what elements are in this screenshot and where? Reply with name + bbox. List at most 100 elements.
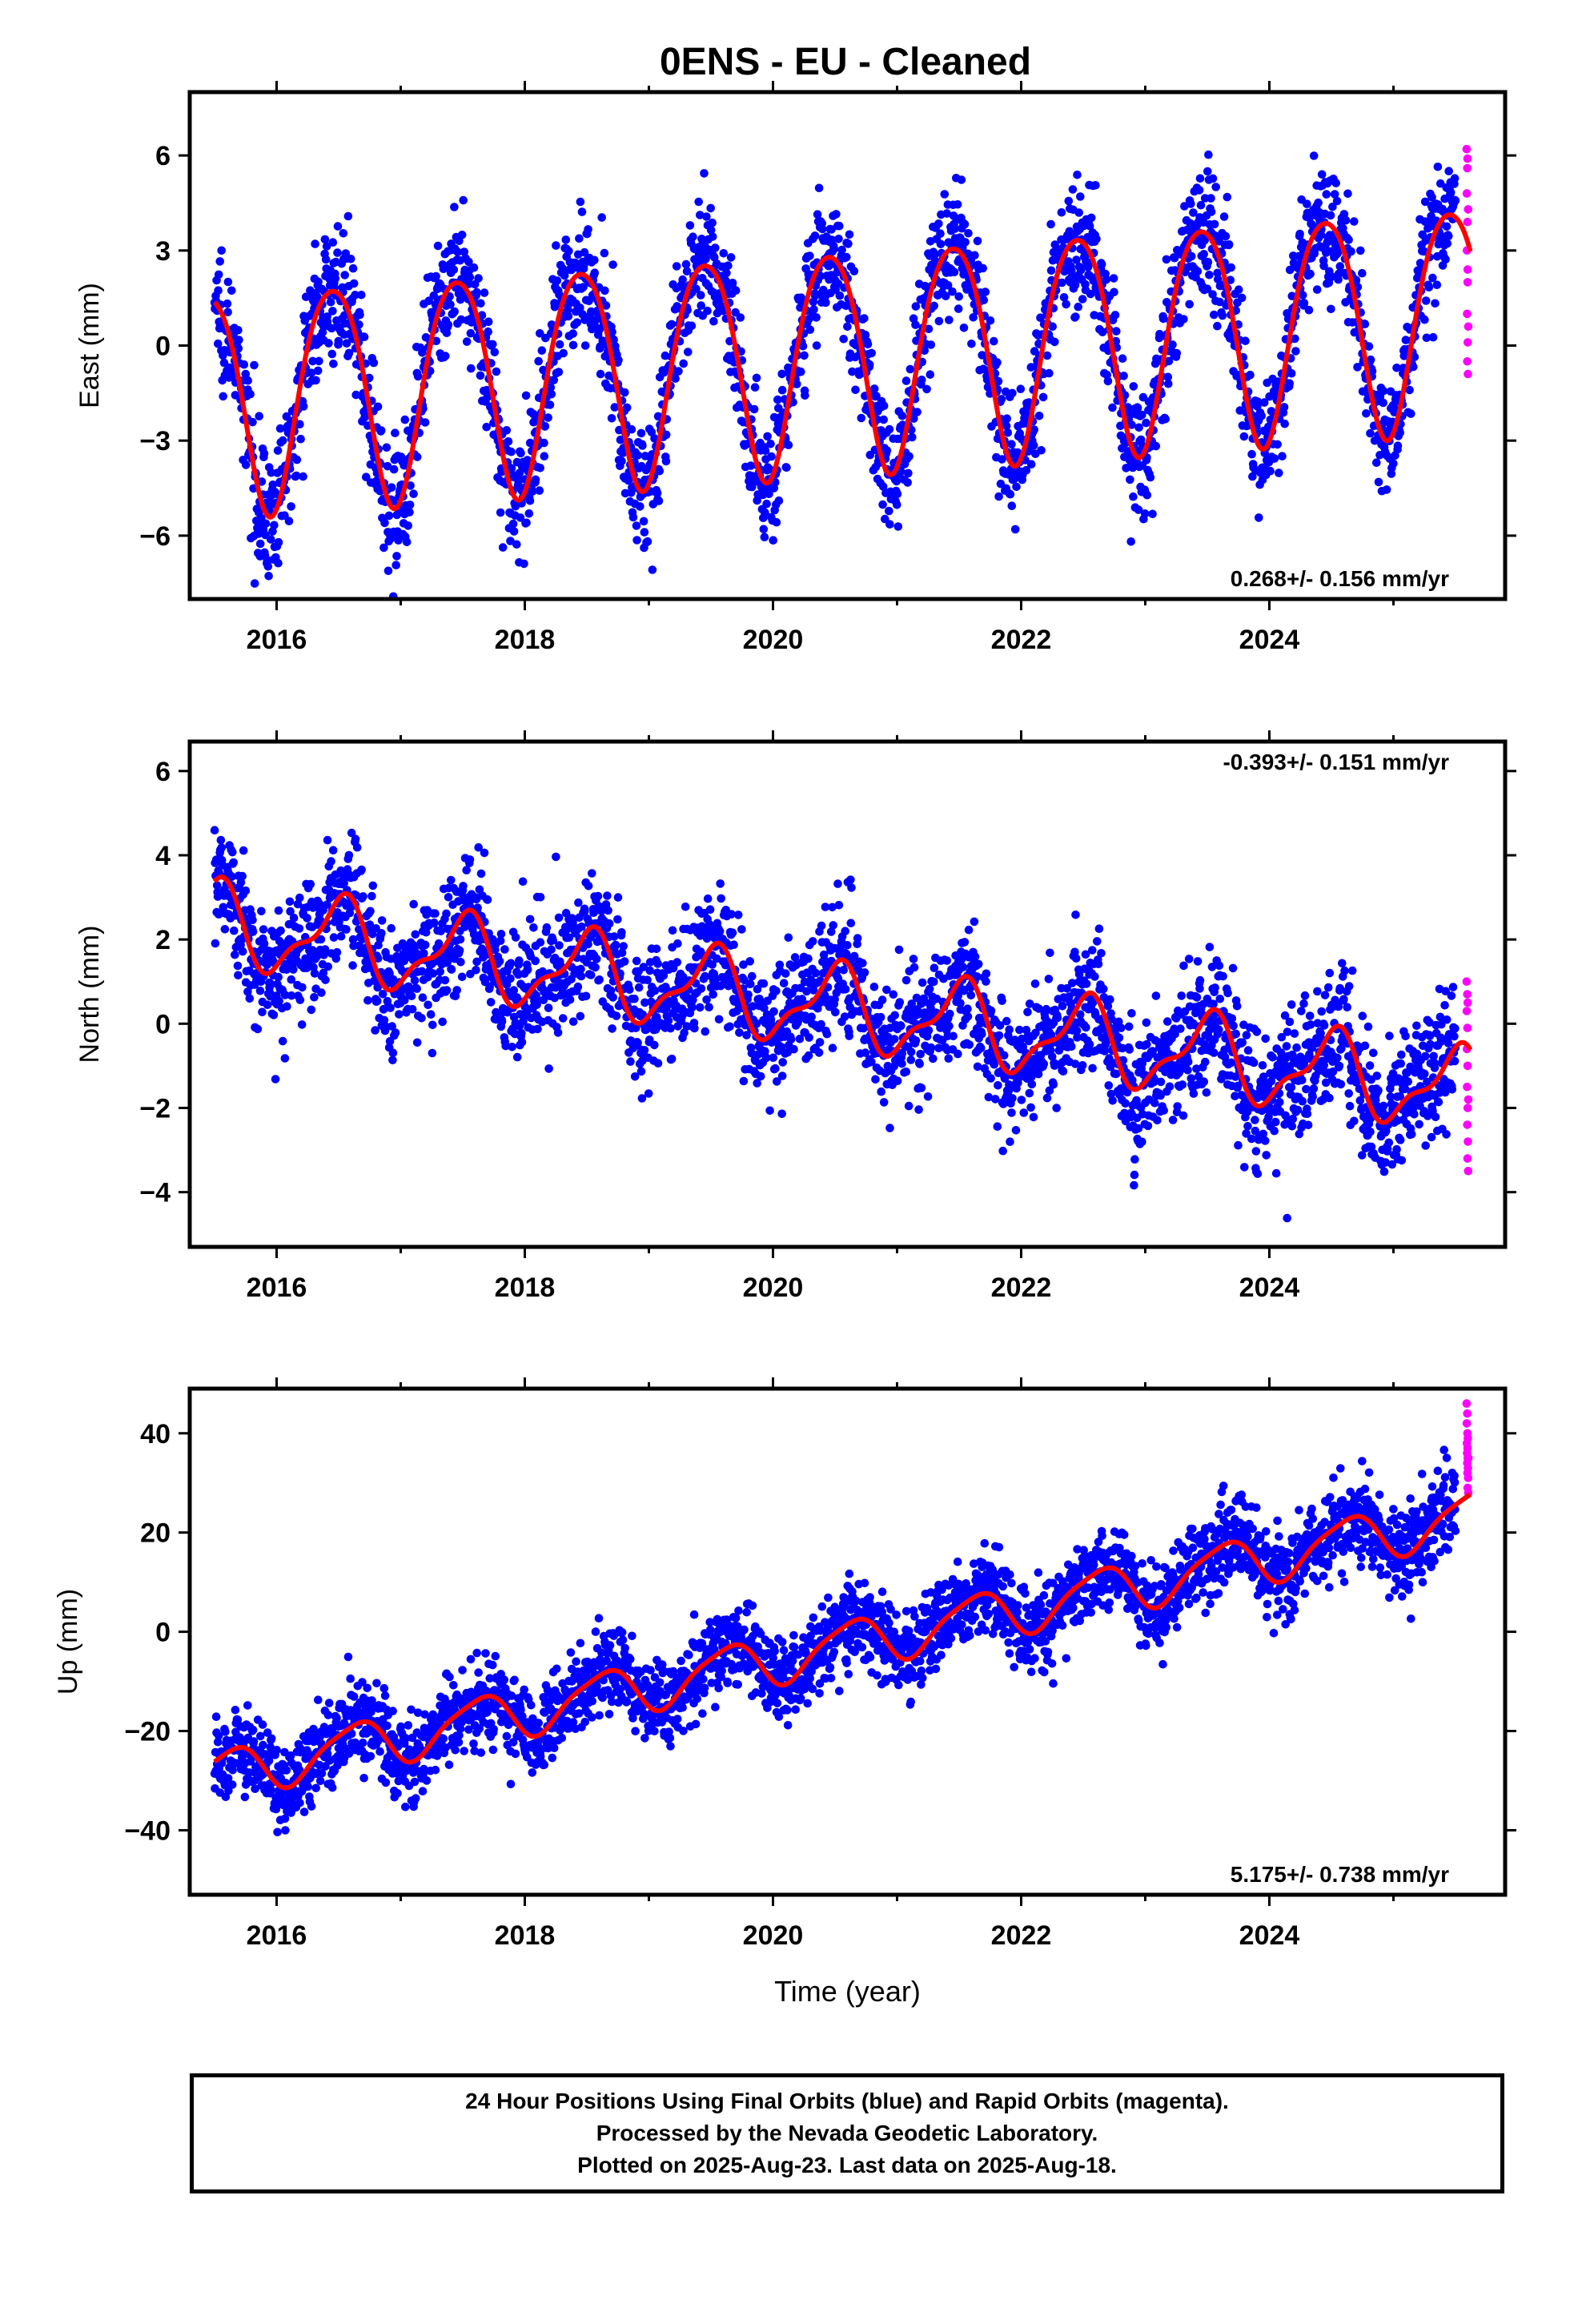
rapid-orbit-point bbox=[1462, 189, 1472, 198]
final-orbit-point bbox=[600, 248, 609, 258]
final-orbit-point bbox=[1420, 315, 1429, 324]
final-orbit-point bbox=[424, 1000, 432, 1010]
final-orbit-point bbox=[531, 475, 540, 485]
points-north bbox=[210, 826, 1473, 1223]
rapid-orbit-point bbox=[1463, 265, 1472, 274]
final-orbit-point bbox=[724, 261, 733, 271]
final-orbit-point bbox=[572, 318, 582, 328]
final-orbit-point bbox=[1433, 163, 1443, 171]
final-orbit-point bbox=[241, 886, 251, 895]
final-orbit-point bbox=[613, 893, 623, 902]
final-orbit-point bbox=[276, 926, 285, 935]
final-orbit-point bbox=[438, 1017, 447, 1027]
final-orbit-point bbox=[449, 265, 459, 275]
final-orbit-point bbox=[901, 1068, 911, 1076]
final-orbit-point bbox=[1164, 379, 1173, 388]
final-orbit-point bbox=[756, 1072, 765, 1081]
final-orbit-point bbox=[245, 994, 255, 1003]
final-orbit-point bbox=[945, 316, 954, 324]
final-orbit-point bbox=[432, 336, 441, 346]
final-orbit-point bbox=[456, 935, 465, 944]
final-orbit-point bbox=[540, 438, 548, 448]
final-orbit-point bbox=[405, 508, 414, 517]
final-orbit-point bbox=[371, 924, 380, 933]
final-orbit-point bbox=[762, 499, 771, 509]
final-orbit-point bbox=[223, 299, 232, 308]
final-orbit-point bbox=[328, 846, 338, 854]
final-orbit-point bbox=[406, 481, 415, 490]
final-orbit-point bbox=[767, 452, 776, 461]
rapid-orbit-point bbox=[1464, 338, 1472, 347]
final-orbit-point bbox=[697, 291, 705, 300]
final-orbit-point bbox=[259, 925, 268, 934]
final-orbit-point bbox=[1450, 174, 1460, 183]
final-orbit-point bbox=[211, 939, 220, 948]
final-orbit-point bbox=[593, 891, 603, 901]
final-orbit-point bbox=[936, 229, 945, 239]
final-orbit-point bbox=[889, 990, 898, 999]
final-orbit-point bbox=[1389, 459, 1398, 468]
final-orbit-point bbox=[373, 954, 383, 963]
final-orbit-point bbox=[639, 517, 648, 526]
final-orbit-point bbox=[959, 324, 969, 332]
x-tick-label: 2024 bbox=[1239, 625, 1300, 655]
final-orbit-point bbox=[1126, 537, 1135, 546]
final-orbit-point bbox=[1270, 454, 1279, 463]
final-orbit-point bbox=[369, 358, 379, 368]
final-orbit-point bbox=[442, 986, 452, 995]
final-orbit-point bbox=[1287, 369, 1296, 378]
final-orbit-point bbox=[750, 383, 760, 392]
final-orbit-point bbox=[913, 408, 921, 416]
final-orbit-point bbox=[682, 267, 692, 276]
final-orbit-point bbox=[831, 1007, 840, 1017]
final-orbit-point bbox=[1424, 283, 1434, 292]
final-orbit-point bbox=[882, 446, 892, 455]
final-orbit-point bbox=[1179, 315, 1188, 324]
final-orbit-point bbox=[283, 1002, 291, 1011]
final-orbit-point bbox=[1312, 285, 1322, 294]
final-orbit-point bbox=[978, 263, 987, 273]
final-orbit-point bbox=[930, 250, 940, 259]
final-orbit-point bbox=[632, 536, 641, 545]
final-orbit-point bbox=[311, 239, 319, 248]
final-orbit-point bbox=[346, 255, 355, 263]
final-orbit-point bbox=[610, 403, 620, 412]
final-orbit-point bbox=[849, 951, 859, 961]
y-tick-label: −3 bbox=[139, 426, 171, 456]
final-orbit-point bbox=[600, 286, 609, 296]
final-orbit-point bbox=[214, 270, 223, 279]
final-orbit-point bbox=[1195, 174, 1205, 183]
final-orbit-point bbox=[376, 426, 386, 435]
final-orbit-point bbox=[462, 337, 472, 346]
final-orbit-point bbox=[317, 988, 326, 997]
final-orbit-point bbox=[901, 376, 911, 385]
final-orbit-point bbox=[413, 372, 423, 381]
final-orbit-point bbox=[970, 251, 979, 260]
final-orbit-point bbox=[366, 907, 375, 916]
final-orbit-point bbox=[769, 536, 777, 545]
final-orbit-point bbox=[450, 307, 459, 316]
final-orbit-point bbox=[652, 489, 662, 498]
final-orbit-point bbox=[357, 291, 366, 300]
final-orbit-point bbox=[307, 1005, 316, 1015]
final-orbit-point bbox=[464, 257, 473, 267]
final-orbit-point bbox=[465, 855, 475, 864]
final-orbit-point bbox=[1291, 347, 1300, 356]
final-orbit-point bbox=[969, 313, 978, 322]
final-orbit-point bbox=[885, 424, 894, 434]
final-orbit-point bbox=[321, 975, 330, 984]
final-orbit-point bbox=[637, 1094, 647, 1103]
final-orbit-point bbox=[777, 385, 787, 395]
final-orbit-point bbox=[613, 915, 622, 924]
final-orbit-point bbox=[255, 539, 265, 549]
final-orbit-point bbox=[536, 464, 544, 472]
final-orbit-point bbox=[452, 986, 461, 995]
final-orbit-point bbox=[1234, 285, 1243, 295]
final-orbit-point bbox=[577, 207, 587, 216]
final-orbit-point bbox=[606, 986, 616, 995]
final-orbit-point bbox=[1285, 379, 1294, 388]
final-orbit-point bbox=[421, 927, 431, 937]
final-orbit-point bbox=[263, 562, 273, 571]
final-orbit-point bbox=[328, 307, 337, 316]
final-orbit-point bbox=[535, 486, 544, 495]
